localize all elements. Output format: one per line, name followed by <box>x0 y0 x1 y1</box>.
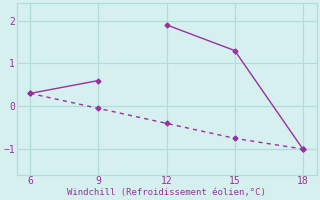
X-axis label: Windchill (Refroidissement éolien,°C): Windchill (Refroidissement éolien,°C) <box>67 188 266 197</box>
